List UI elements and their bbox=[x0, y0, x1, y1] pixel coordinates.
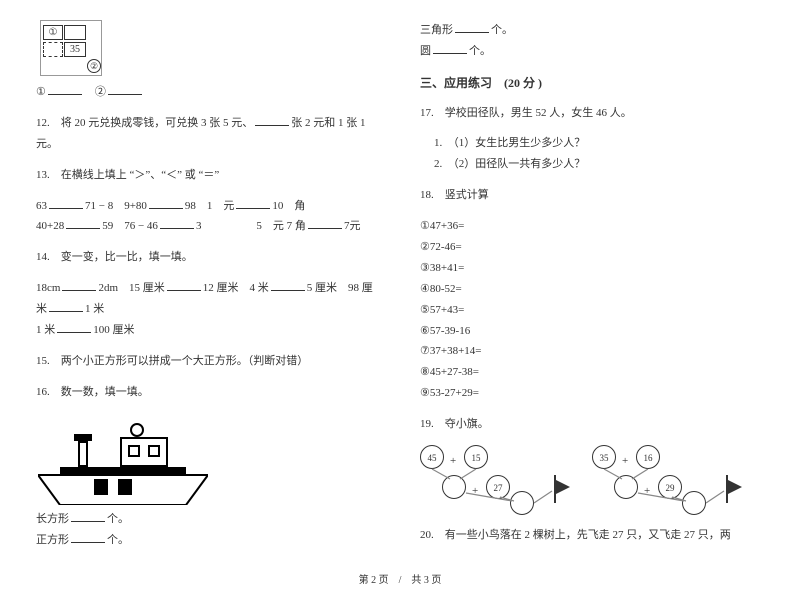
q14-head: 14. 变一变，比一比，填一填。 bbox=[36, 247, 380, 268]
cell-1: ① bbox=[43, 25, 63, 40]
q13-line1: 6371 − 8 9+8098 1 元10 角 bbox=[36, 196, 380, 217]
bubble-c1: 27 bbox=[486, 475, 510, 499]
bubble-b2: 16 bbox=[636, 445, 660, 469]
q12: 12. 将 20 元兑换成零钱，可兑换 3 张 5 元、张 2 元和 1 张 1… bbox=[36, 113, 380, 155]
q14-line1: 18cm2dm 15 厘米12 厘米 4 米5 厘米 98 厘米1 米 bbox=[36, 278, 380, 320]
calc-6: ⑥57-39-16 bbox=[420, 321, 764, 342]
q14-line2: 1 米100 厘米 bbox=[36, 320, 380, 341]
cell-blank-top bbox=[64, 25, 86, 40]
plus-icon: + bbox=[622, 451, 628, 472]
plus-icon: + bbox=[450, 451, 456, 472]
bubble-empty-1a bbox=[442, 475, 466, 499]
bubble-empty-2b bbox=[682, 491, 706, 515]
flag-set-2: 35 + 16 + 29 bbox=[592, 445, 742, 515]
flag-icon bbox=[554, 479, 570, 495]
page-footer: 第 2 页 / 共 3 页 bbox=[0, 571, 800, 586]
calc-4: ④80-52= bbox=[420, 279, 764, 300]
calc-3: ③38+41= bbox=[420, 258, 764, 279]
q17-sub2: 2. （2）田径队一共有多少人？ bbox=[420, 154, 764, 175]
shape-count-circle: 圆个。 bbox=[420, 41, 764, 62]
bubble-empty-1b bbox=[510, 491, 534, 515]
calc-9: ⑨53-27+29= bbox=[420, 383, 764, 404]
cell-center: 35 bbox=[64, 42, 86, 57]
q19: 19. 夺小旗。 bbox=[420, 414, 764, 435]
q15: 15. 两个小正方形可以拼成一个大正方形。（判断对错） bbox=[36, 351, 380, 372]
calc-8: ⑧45+27-38= bbox=[420, 362, 764, 383]
bubble-a1: 45 bbox=[420, 445, 444, 469]
flag-diagram-row: 45 + 15 + 27 35 + 16 bbox=[420, 445, 764, 515]
cell-2: ② bbox=[87, 59, 101, 73]
cell-blank-left bbox=[43, 42, 63, 57]
calc-7: ⑦37+38+14= bbox=[420, 341, 764, 362]
diagram-choice-line: ① ② bbox=[36, 82, 380, 103]
q20: 20. 有一些小鸟落在 2 棵树上，先飞走 27 只，又飞走 27 只，两 bbox=[420, 525, 764, 546]
q18-head: 18. 竖式计算 bbox=[420, 185, 764, 206]
shape-count-triangle: 三角形个。 bbox=[420, 20, 764, 41]
flag-set-1: 45 + 15 + 27 bbox=[420, 445, 570, 515]
bubble-empty-2a bbox=[614, 475, 638, 499]
q17-head: 17. 学校田径队，男生 52 人，女生 46 人。 bbox=[420, 103, 764, 124]
calc-2: ②72-46= bbox=[420, 237, 764, 258]
q13-line2: 40+2859 76 − 463 5 元 7 角7元 bbox=[36, 216, 380, 237]
q16: 16. 数一数，填一填。 bbox=[36, 382, 380, 403]
plus-icon: + bbox=[644, 481, 650, 502]
q17-sub1: 1. （1）女生比男生少多少人？ bbox=[420, 133, 764, 154]
calc-5: ⑤57+43= bbox=[420, 300, 764, 321]
plus-icon: + bbox=[472, 481, 478, 502]
bubble-a2: 35 bbox=[592, 445, 616, 469]
number-block-diagram: ① 35 ② bbox=[40, 20, 102, 76]
bubble-c2: 29 bbox=[658, 475, 682, 499]
shape-count-rect: 长方形个。 bbox=[36, 509, 380, 530]
right-column: 三角形个。 圆个。 三、应用练习 (20 分 ) 17. 学校田径队，男生 52… bbox=[420, 20, 764, 550]
section-3-title: 三、应用练习 (20 分 ) bbox=[420, 72, 764, 95]
q13-head: 13. 在横线上填上 “＞”、“＜” 或 “＝” bbox=[36, 165, 380, 186]
shape-count-square: 正方形个。 bbox=[36, 530, 380, 551]
left-column: ① 35 ② ① ② 12. 将 20 元兑换成零钱，可兑换 3 张 5 元、张… bbox=[36, 20, 380, 550]
calc-1: ①47+36= bbox=[420, 216, 764, 237]
bubble-b1: 15 bbox=[464, 445, 488, 469]
flag-icon bbox=[726, 479, 742, 495]
boat-diagram bbox=[38, 413, 380, 505]
